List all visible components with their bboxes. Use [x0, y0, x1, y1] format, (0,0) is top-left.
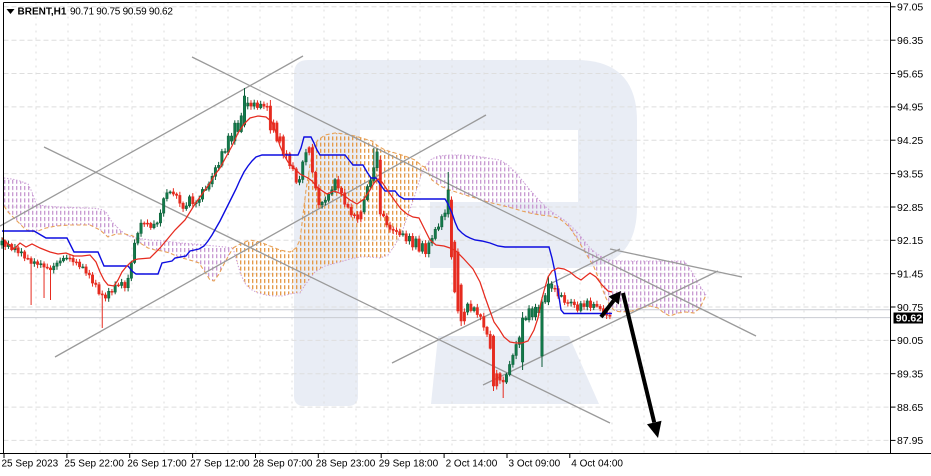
svg-text:90.62: 90.62: [896, 313, 922, 325]
svg-text:89.35: 89.35: [897, 369, 923, 381]
svg-text:90.05: 90.05: [897, 335, 923, 347]
svg-text:94.25: 94.25: [897, 135, 923, 147]
svg-text:96.35: 96.35: [897, 35, 923, 47]
svg-text:92.85: 92.85: [897, 202, 923, 214]
svg-text:28 Sep 23:00: 28 Sep 23:00: [316, 459, 376, 470]
svg-text:28 Sep 07:00: 28 Sep 07:00: [253, 459, 313, 470]
svg-text:95.65: 95.65: [897, 68, 923, 80]
svg-text:88.65: 88.65: [897, 402, 923, 414]
svg-text:87.95: 87.95: [897, 435, 923, 447]
svg-text:3 Oct 09:00: 3 Oct 09:00: [509, 459, 561, 470]
svg-text:2 Oct 14:00: 2 Oct 14:00: [446, 459, 498, 470]
svg-text:90.71 90.75 90.59 90.62: 90.71 90.75 90.59 90.62: [70, 6, 173, 17]
svg-text:27 Sep 12:00: 27 Sep 12:00: [190, 459, 250, 470]
svg-text:93.55: 93.55: [897, 168, 923, 180]
svg-text:94.95: 94.95: [897, 102, 923, 114]
svg-text:BRENT,H1: BRENT,H1: [18, 6, 67, 17]
svg-text:25 Sep 2023: 25 Sep 2023: [2, 459, 59, 470]
svg-text:29 Sep 18:00: 29 Sep 18:00: [379, 459, 439, 470]
svg-text:92.15: 92.15: [897, 235, 923, 247]
svg-text:90.75: 90.75: [897, 302, 923, 314]
svg-text:4 Oct 04:00: 4 Oct 04:00: [571, 459, 623, 470]
svg-text:91.45: 91.45: [897, 269, 923, 281]
svg-text:25 Sep 22:00: 25 Sep 22:00: [64, 459, 124, 470]
svg-text:26 Sep 17:00: 26 Sep 17:00: [127, 459, 187, 470]
svg-text:97.05: 97.05: [897, 2, 923, 14]
